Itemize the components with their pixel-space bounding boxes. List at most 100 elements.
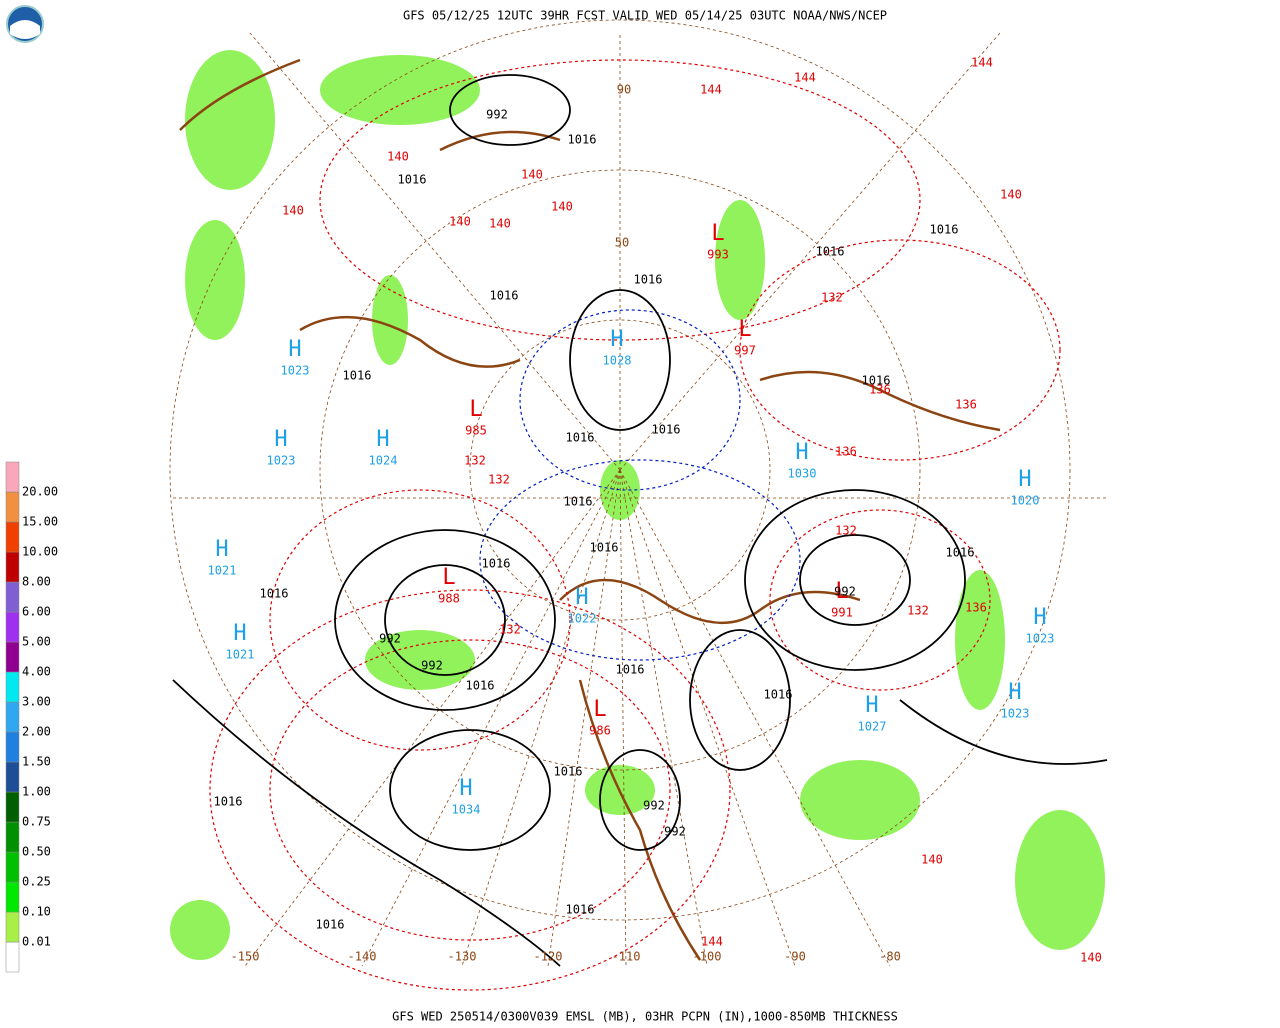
- isobar-label: 1016: [930, 223, 959, 237]
- high-letter: H: [1008, 680, 1021, 705]
- isobar-label: 1016: [566, 903, 595, 917]
- isobar-label: 1016: [214, 795, 243, 809]
- isobar-label: 992: [486, 108, 508, 122]
- latitude-label: 90: [617, 83, 631, 97]
- isobar-label: 1016: [946, 546, 975, 560]
- low-letter: L: [835, 579, 848, 604]
- thickness-label: 132: [821, 291, 843, 305]
- thickness-label: 140: [387, 150, 409, 164]
- low-letter: L: [469, 397, 482, 422]
- thickness-label: 136: [965, 601, 987, 615]
- isobar-label: 1016: [616, 663, 645, 677]
- thickness-label: 136: [869, 383, 891, 397]
- isobar-label: 1016: [482, 557, 511, 571]
- thickness-label: 132: [835, 524, 857, 538]
- legend-label: 4.00: [22, 665, 51, 679]
- high-letter: H: [1033, 605, 1046, 630]
- isobar-label: 1016: [554, 765, 583, 779]
- legend-label: 0.75: [22, 815, 51, 829]
- legend-label: 2.00: [22, 725, 51, 739]
- legend-label: 8.00: [22, 575, 51, 589]
- thickness-label: 132: [464, 454, 486, 468]
- thickness-label: 140: [921, 853, 943, 867]
- longitude-label: -90: [784, 950, 806, 964]
- low-value: 986: [589, 724, 611, 738]
- thickness-label: 144: [700, 83, 722, 97]
- high-letter: H: [376, 427, 389, 452]
- thickness-label: 136: [835, 445, 857, 459]
- thickness-label: 144: [701, 935, 723, 949]
- graticule: [169, 19, 1107, 967]
- cold-thickness: [479, 309, 801, 661]
- isobar-label: 1016: [316, 918, 345, 932]
- caption: GFS WED 250514/0300V039 EMSL (MB), 03HR …: [392, 1010, 898, 1024]
- high-value: 1021: [226, 648, 255, 662]
- map-background: [173, 33, 1107, 966]
- high-letter: H: [288, 337, 301, 362]
- high-value: 1022: [568, 612, 597, 626]
- legend-swatch: [5, 491, 20, 523]
- isobar-label: 992: [664, 825, 686, 839]
- low-letter: L: [442, 565, 455, 590]
- legend-swatch: [5, 881, 20, 913]
- legend-label: 15.00: [22, 515, 58, 529]
- legend-swatch: [5, 821, 20, 853]
- isobar-label: 1016: [466, 679, 495, 693]
- legend-label: 0.01: [22, 935, 51, 949]
- high-value: 1021: [208, 564, 237, 578]
- thickness-label: 132: [488, 473, 510, 487]
- isobar-label: 1016: [566, 431, 595, 445]
- thickness-label: 140: [551, 200, 573, 214]
- isobar-label: 1016: [343, 369, 372, 383]
- legend-label: 0.10: [22, 905, 51, 919]
- legend-swatch: [5, 671, 20, 703]
- low-value: 991: [831, 606, 853, 620]
- high-value: 1023: [267, 454, 296, 468]
- longitude-label: -80: [879, 950, 901, 964]
- isobar-label: 1016: [634, 273, 663, 287]
- high-value: 1020: [1011, 494, 1040, 508]
- low-value: 988: [438, 592, 460, 606]
- legend-swatch: [5, 581, 20, 613]
- noaa-logo-wave: [10, 20, 40, 39]
- isobar-label: 992: [643, 799, 665, 813]
- legend-swatch: [5, 911, 20, 943]
- legend-label: 5.00: [22, 635, 51, 649]
- thickness-label: 132: [499, 623, 521, 637]
- legend-swatch: [5, 551, 20, 583]
- legend-label: 0.50: [22, 845, 51, 859]
- legend-swatch: [5, 641, 20, 673]
- longitude-label: -110: [612, 950, 641, 964]
- low-value: 997: [734, 344, 756, 358]
- low-letter: L: [738, 317, 751, 342]
- thickness-label: 140: [1000, 188, 1022, 202]
- isobar-label: 1016: [568, 133, 597, 147]
- legend-label: 10.00: [22, 545, 58, 559]
- isobar-label: 1016: [260, 587, 289, 601]
- high-letter: H: [610, 327, 623, 352]
- map: H 1023 H 1023 H 1021 H 1021 H 1034 H 1024 H 1028 H 1030…: [169, 19, 1108, 991]
- longitude-label: -140: [348, 950, 377, 964]
- latitude-label: 50: [615, 236, 629, 250]
- coastlines: [179, 58, 1001, 961]
- isobar-label: 1016: [652, 423, 681, 437]
- isobar-label: 992: [834, 585, 856, 599]
- legend: 0.01 0.10 0.25 0.50 0.75 1.00 1.50 2.00 3.00 4.00…: [5, 461, 58, 973]
- isobar-label: 1016: [490, 289, 519, 303]
- legend-swatch: [5, 701, 20, 733]
- low-letter: L: [593, 697, 606, 722]
- legend-swatch: [5, 611, 20, 643]
- legend-swatch: [5, 521, 20, 553]
- legend-swatch: [5, 731, 20, 763]
- isobar-label: 1016: [862, 374, 891, 388]
- legend-label: 1.00: [22, 785, 51, 799]
- thickness-label: 140: [521, 168, 543, 182]
- legend-swatch: [5, 851, 20, 883]
- high-letter: H: [215, 537, 228, 562]
- high-value: 1030: [788, 467, 817, 481]
- isobar-label: 1016: [398, 173, 427, 187]
- thickness-label: 144: [971, 56, 993, 70]
- legend-swatch: [5, 461, 20, 493]
